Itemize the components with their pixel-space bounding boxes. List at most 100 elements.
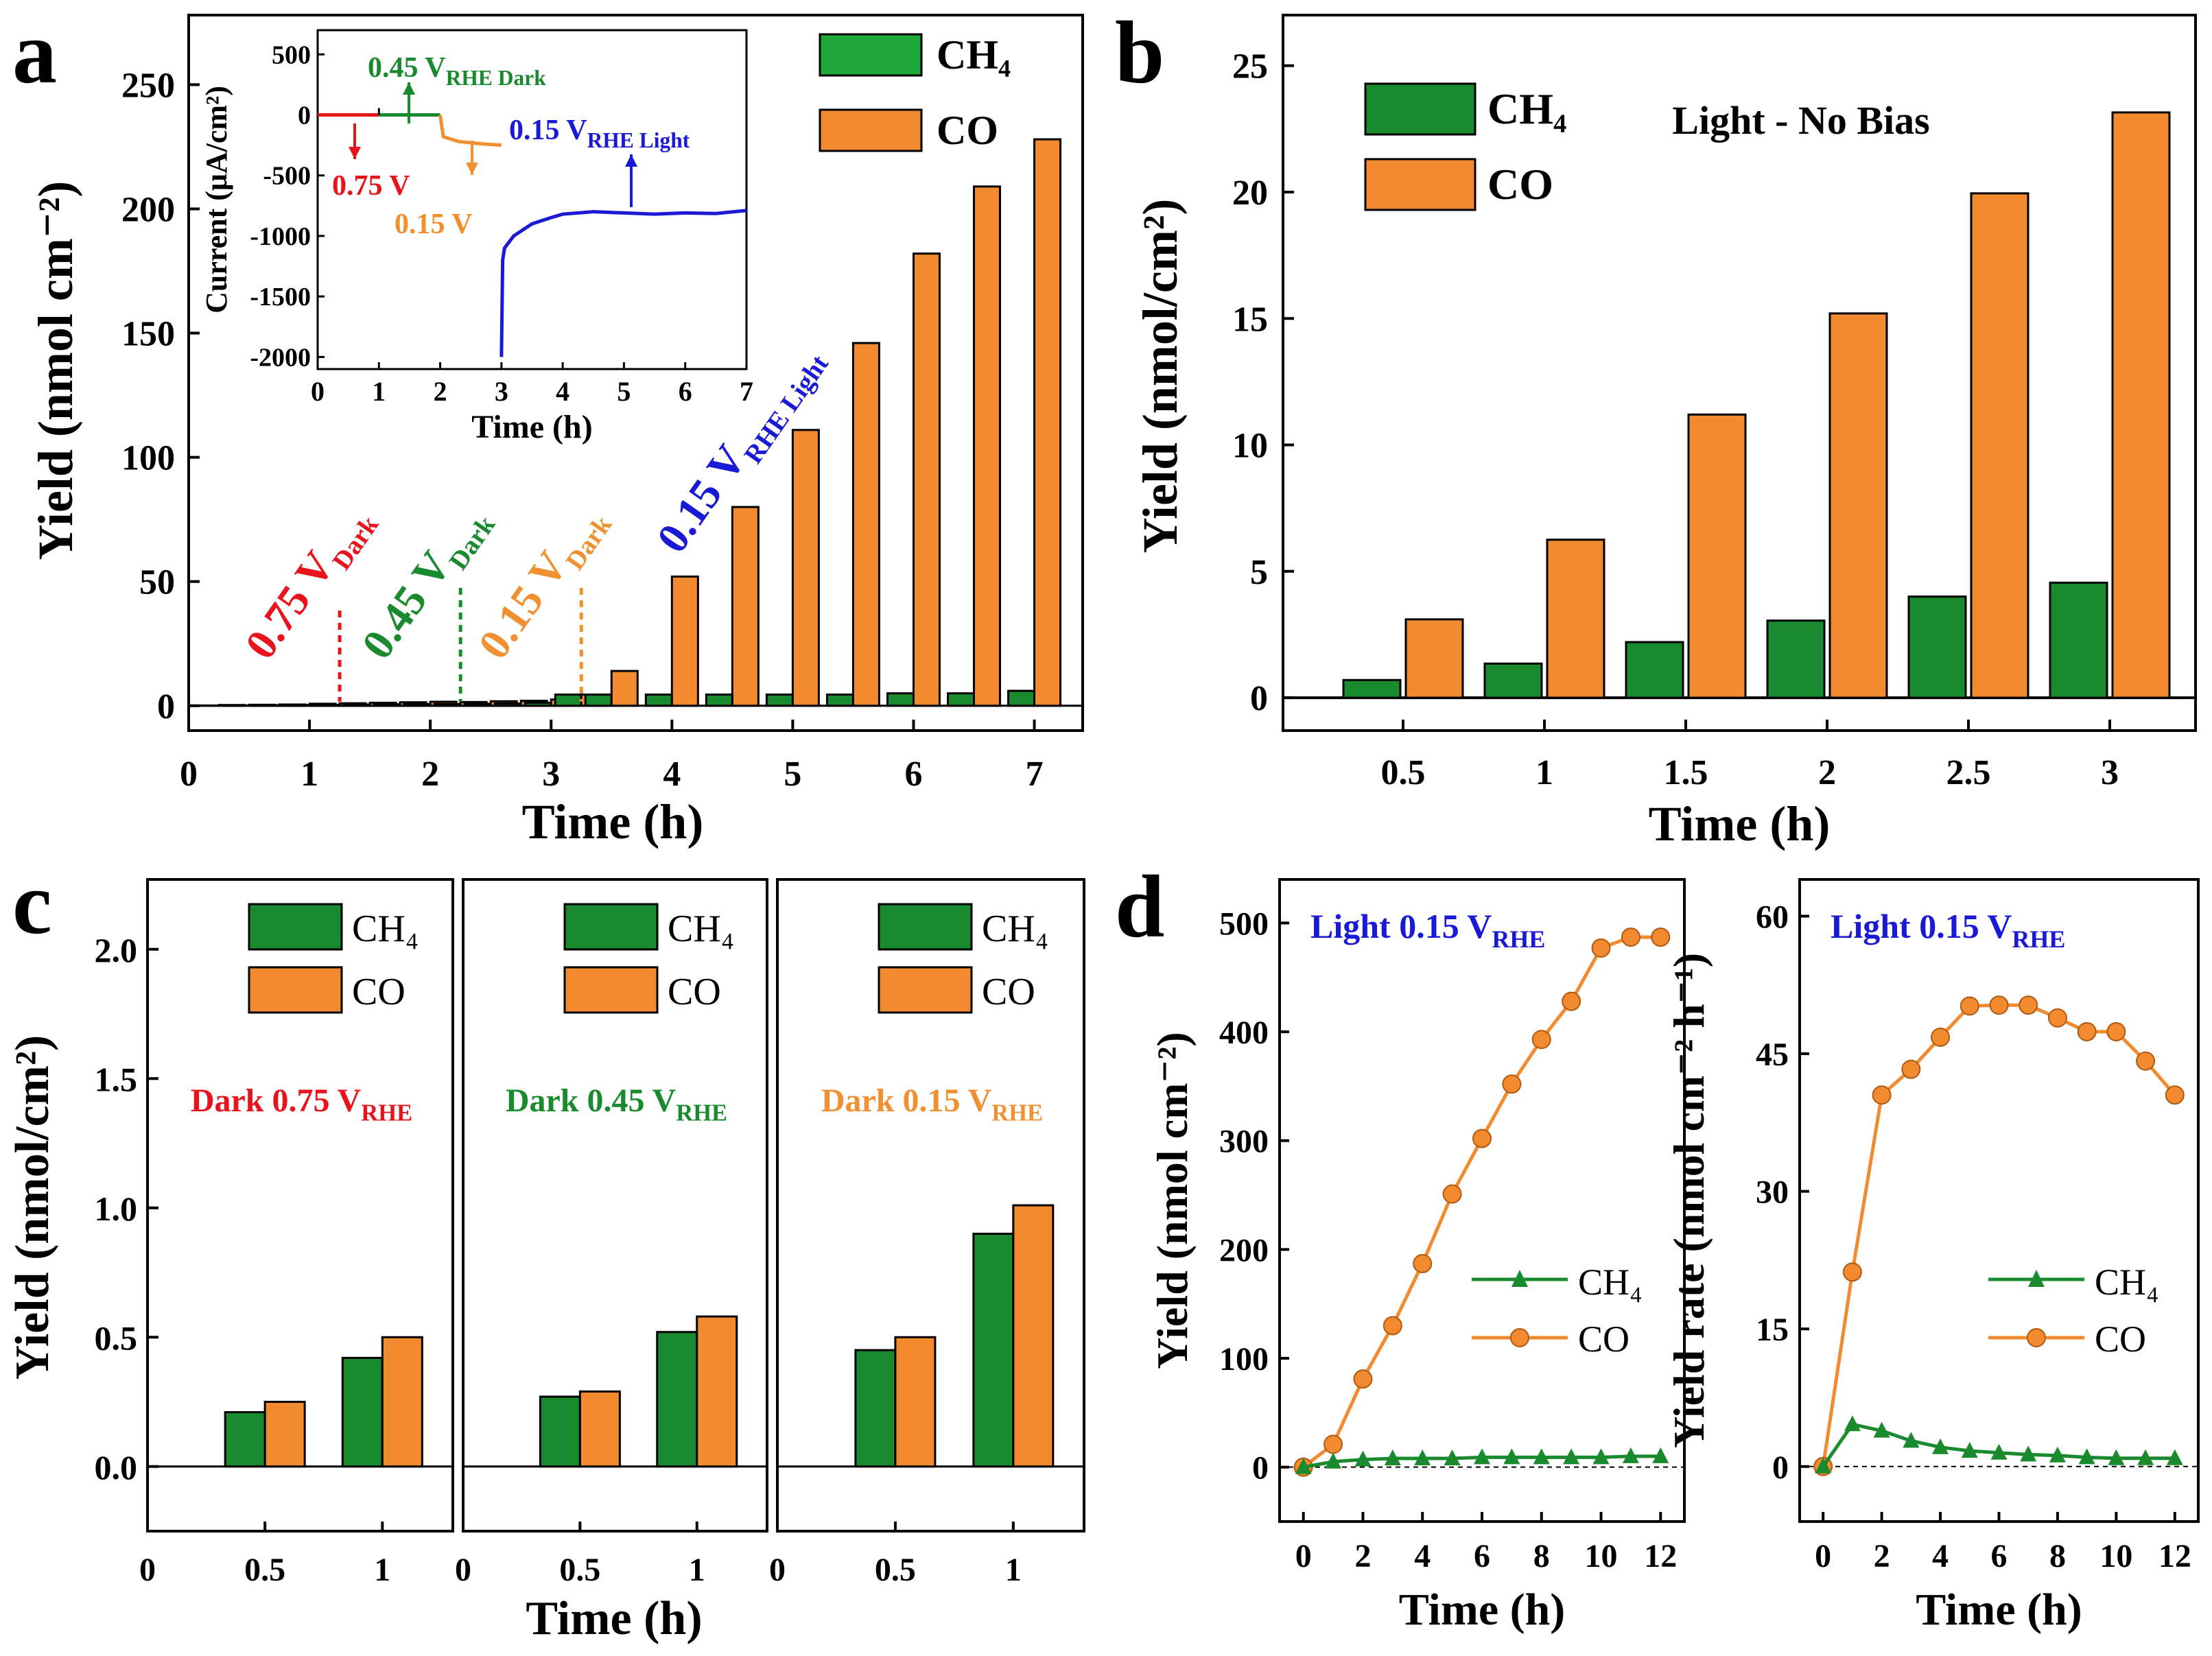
panel-c-ytick-label: 2.0: [95, 931, 138, 969]
panel-d-ytick-label: 0: [1252, 1450, 1269, 1487]
panel-c-legend-co: CO: [352, 971, 405, 1013]
panel-d-legend-co: CO: [1578, 1318, 1629, 1360]
panel-a-legend-co: CO: [937, 108, 998, 153]
inset-arrowhead: [403, 82, 415, 95]
panel-d-xtick-label: 4: [1932, 1538, 1949, 1574]
panel-c-legend-ch4: CH₄: [352, 908, 419, 950]
panel-b-xtick-label: 2: [1818, 753, 1836, 792]
inset-arrowhead: [625, 154, 637, 167]
panel-d-xtick-label: 6: [1474, 1538, 1490, 1574]
panel-b-bar-ch4: [1483, 662, 1543, 699]
panel-d-point-ch4: [1444, 1449, 1461, 1465]
panel-d-point-ch4: [1533, 1448, 1550, 1465]
panel-b-xlabel: Time (h): [1649, 796, 1831, 851]
panel-b-ytick-label: 20: [1232, 174, 1268, 213]
panel-c-title-sub: RHE: [361, 1100, 412, 1126]
panel-d-point-co: [1901, 1059, 1921, 1079]
panel-a-annotation-main: 0.45 V: [352, 543, 460, 667]
inset-current-line: [499, 209, 747, 357]
panel-c-bar-co: [894, 1336, 937, 1468]
inset-ytick-label: 0: [298, 102, 311, 130]
panel-a-ylabel: Yield (nmol cm⁻²): [28, 181, 83, 560]
panel-c-xtick-label: 0: [769, 1552, 786, 1588]
panel-d-point-ch4: [2166, 1449, 2183, 1465]
inset-xtick-label: 0: [311, 376, 325, 407]
panel-a-bar-ch4: [554, 693, 583, 707]
panel-a-bar-ch4: [252, 704, 281, 707]
panel-d-legend-ch4: CH₄: [2095, 1262, 2159, 1303]
panel-c-title-main: Dark 0.45 V: [506, 1083, 676, 1119]
panel-d-point-ch4: [1622, 1447, 1639, 1463]
inset-ytick-label: -1000: [250, 222, 311, 251]
panel-c-xtick-label: 0.5: [875, 1552, 916, 1588]
panel-a-bar-co: [973, 185, 1002, 707]
inset-current-line: [438, 115, 502, 147]
panel-a-bar-ch4: [463, 702, 492, 707]
panel-d-point-co: [1960, 996, 1979, 1016]
panel-d-xtick-label: 0: [1815, 1538, 1831, 1574]
panel-c-bar-ch4: [972, 1232, 1015, 1468]
panel-d-legend-marker-ch4: [2028, 1270, 2045, 1287]
panel-c-xtick-label: 0: [139, 1552, 156, 1588]
panel-d-point-co: [1413, 1254, 1433, 1274]
panel-d-point-ch4: [1815, 1457, 1832, 1474]
panel-c-xtick-label: 1: [374, 1552, 390, 1588]
panel-b-legend-co: CO: [1487, 160, 1553, 209]
panel-a-annotation-main: 0.15 V: [469, 543, 576, 667]
inset-xtick-label: 2: [434, 376, 447, 407]
panel-d-point-ch4: [1990, 1443, 2008, 1460]
panel-c-bar-co: [263, 1401, 306, 1468]
panel-a-legend-swatch-ch4: [819, 33, 923, 77]
panel-d-point-ch4: [2078, 1448, 2095, 1465]
panel-a-ytick-label: 250: [121, 66, 175, 105]
panel-a-bar-co: [670, 575, 699, 707]
panel-d-point-co: [1472, 1128, 1492, 1148]
panel-d-ytick-label: 400: [1219, 1015, 1269, 1051]
panel-a-frame: [187, 14, 1084, 732]
panel-b-label: b: [1115, 3, 1164, 102]
panel-b-ytick-label: 25: [1232, 47, 1268, 86]
panel-b-frame: [1282, 14, 2197, 732]
panel-d-xtick-label: 8: [1533, 1538, 1550, 1574]
panel-a-ytick-label: 200: [121, 190, 175, 229]
panel-c-bar-co: [1012, 1204, 1055, 1468]
panel-b-bar-ch4: [1766, 619, 1826, 699]
panel-c-ytick-label: 0.5: [95, 1318, 138, 1357]
panel-b-xtick-label: 2.5: [1946, 753, 1991, 792]
panel-c-ytick-label: 1.5: [95, 1060, 138, 1098]
panel-a-xtick-label: 7: [1026, 755, 1044, 794]
panel-d-point-co: [2165, 1085, 2185, 1105]
panel-d-xtick-label: 10: [2099, 1538, 2132, 1574]
panel-b-xtick-label: 1: [1536, 753, 1553, 792]
panel-b-bar-co: [1546, 539, 1605, 699]
panel-d-ytick-label: 200: [1219, 1232, 1269, 1268]
panel-d-point-co: [2077, 1021, 2097, 1041]
panel-b-bar-co: [1687, 413, 1747, 699]
inset-xlabel: Time (h): [471, 409, 592, 445]
inset-xtick-label: 1: [372, 376, 386, 407]
panel-d-point-ch4: [1295, 1458, 1312, 1474]
panel-d-ytick-label: 300: [1219, 1124, 1269, 1160]
inset-xtick-label: 7: [740, 376, 753, 407]
inset-ylabel: Current (μA/cm²): [200, 86, 233, 314]
panel-d-legend-ch4: CH₄: [1578, 1262, 1643, 1303]
panel-d-point-ch4: [1354, 1450, 1372, 1467]
inset-label-015-light-main: 0.15 V: [509, 115, 587, 146]
panel-d-point-co: [1442, 1184, 1462, 1204]
panel-a-bar-ch4: [947, 692, 976, 707]
panel-d-point-ch4: [1961, 1442, 1978, 1458]
panel-d-point-co: [1562, 991, 1581, 1011]
panel-d-xtick-label: 4: [1414, 1538, 1431, 1574]
panel-d-xtick-label: 6: [1991, 1538, 2008, 1574]
panel-a-xtick-label: 4: [663, 755, 681, 794]
panel-d-point-ch4: [1652, 1447, 1669, 1463]
panel-b-ylabel: Yield (nmol/cm²): [1133, 199, 1188, 554]
panel-c-legend-swatch-ch4: [878, 903, 973, 951]
panel-c-legend-co: CO: [982, 971, 1035, 1013]
panel-d-ytick-label: 45: [1756, 1037, 1789, 1073]
panel-d-legend-marker-ch4: [1511, 1270, 1528, 1287]
panel-a-bar-ch4: [493, 702, 522, 707]
panel-d-point-co: [2136, 1051, 2156, 1071]
panel-a-bar-ch4: [765, 693, 794, 707]
panel-b-bar-co: [1404, 618, 1464, 699]
